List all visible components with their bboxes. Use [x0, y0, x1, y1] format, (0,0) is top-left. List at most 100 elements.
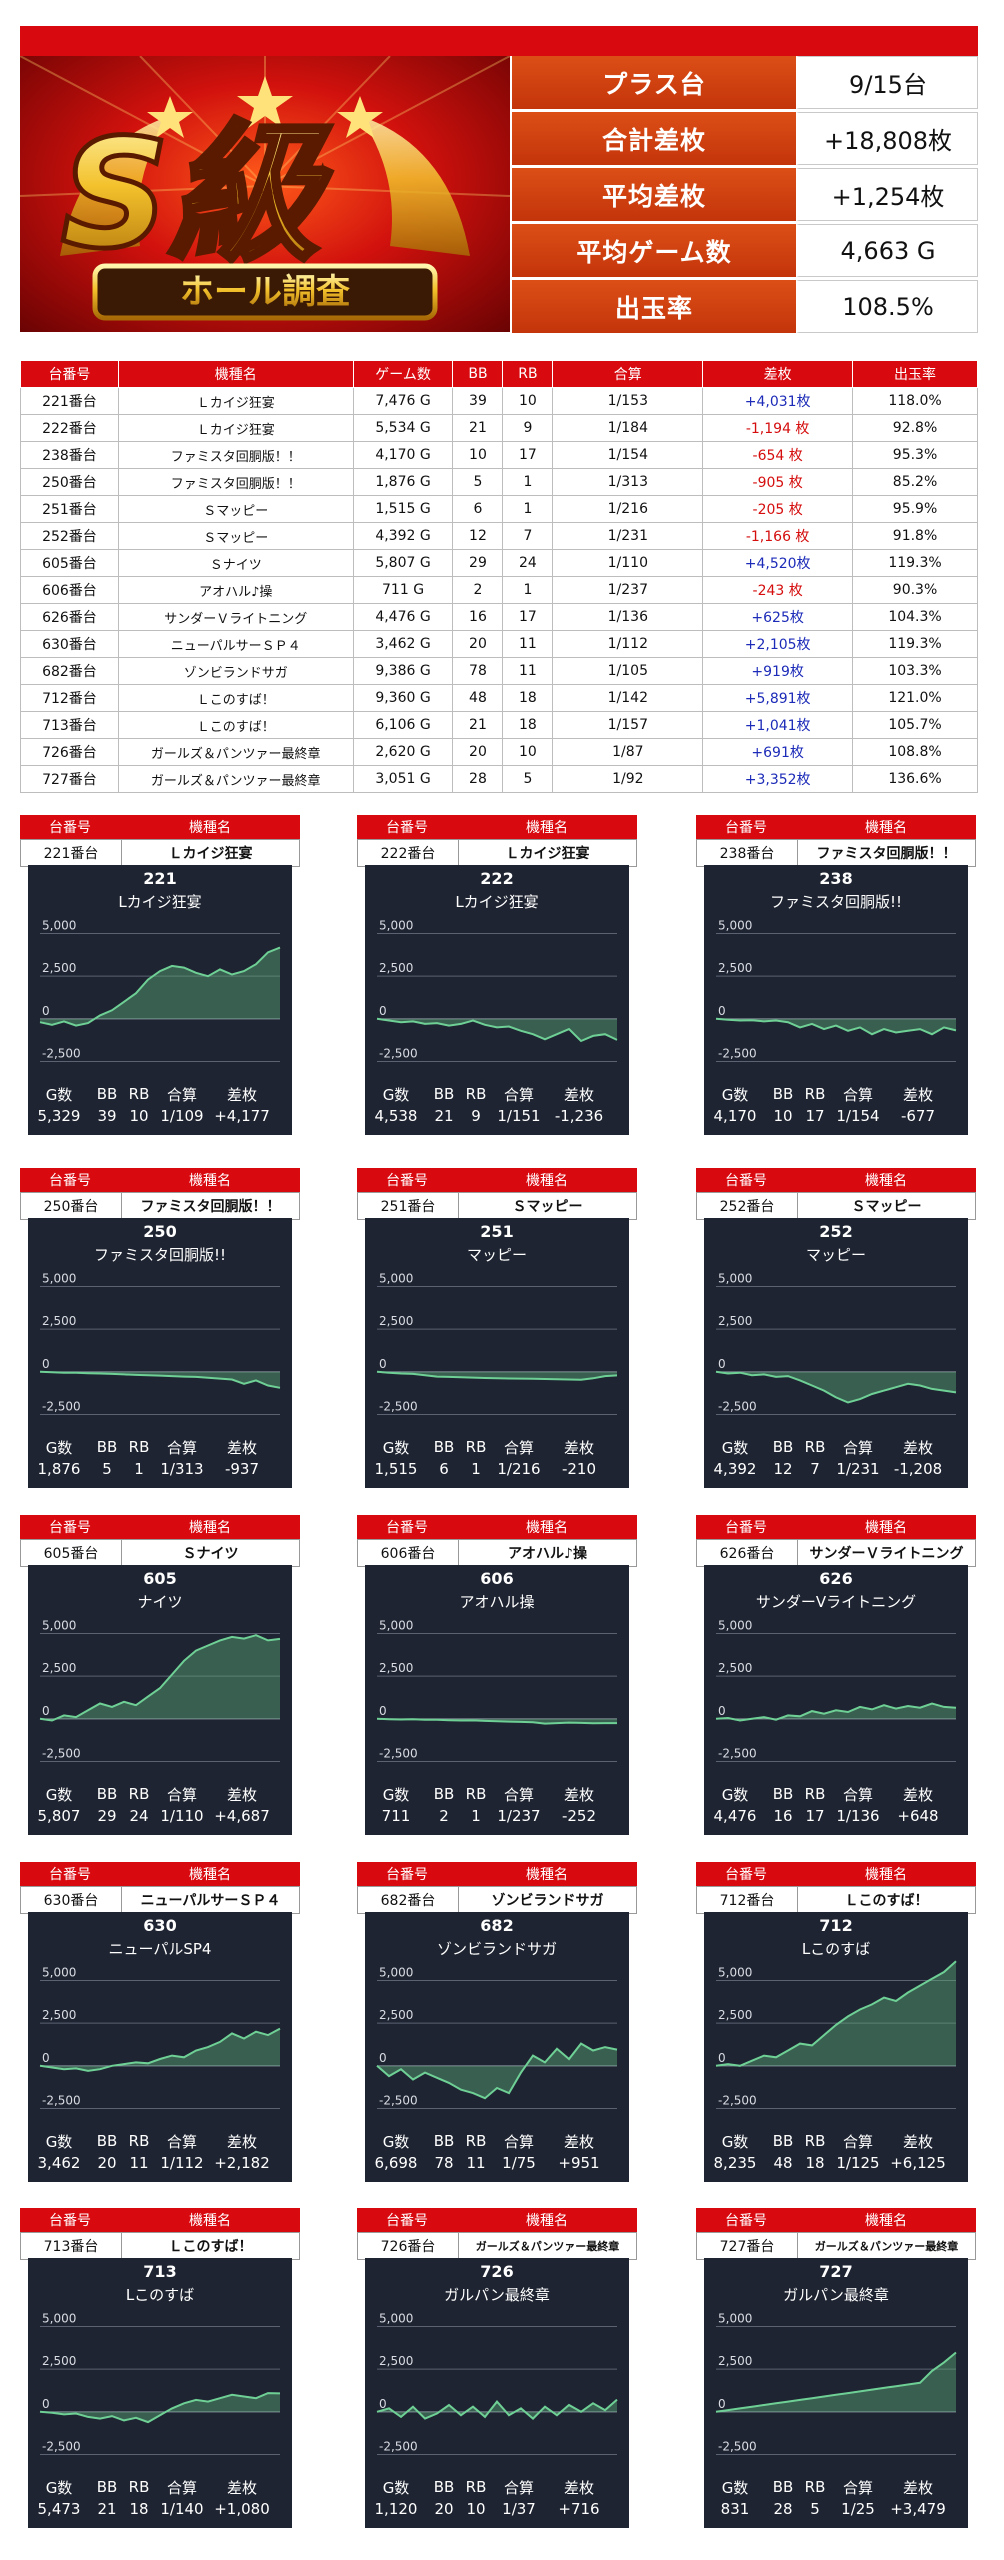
table-row: 713番台 Ｌこのすば！ 6,106 G 21 18 1/157 +1,041枚 105.7% [20, 711, 978, 739]
card-model-label: 機種名 [865, 1173, 907, 1189]
stats-label-row: G数 BB RB 合算 差枚 [28, 2130, 292, 2152]
stats-value-row: 5,473 21 18 1/140 +1,080 [28, 2498, 292, 2520]
stat-label: 差枚 [902, 1785, 933, 1804]
series-line [39, 2392, 281, 2424]
y-tick-label: 2,500 [379, 961, 413, 975]
table-cell: 712番台 [20, 684, 119, 712]
machine-chart-card: 台番号 機種名 712番台 Ｌこのすば！ 5,000 2,500 0 -2,500 712 Lこの… [696, 1862, 976, 2182]
table-cell: 104.3% [852, 603, 978, 631]
chart-svg: 5,000 2,500 0 -2,500 [376, 919, 618, 1062]
table-cell: 10 [502, 738, 554, 766]
stat-value: +951 [558, 2154, 600, 2172]
stat-label: 合算 [503, 1438, 534, 1457]
y-tick-label: -2,500 [718, 1046, 757, 1060]
stat-value: 1/125 [836, 2154, 880, 2172]
y-tick-label: -2,500 [379, 2093, 418, 2107]
stat-label: G数 [382, 1085, 410, 1104]
card-info-row: 712番台 Ｌこのすば！ [696, 1886, 976, 1914]
series-area [377, 2043, 617, 2099]
table-cell: Ｓマッピー [117, 522, 354, 550]
column-header: BB [452, 360, 504, 388]
table-cell: アオハル♪操 [117, 576, 354, 604]
stat-label: 差枚 [902, 1085, 933, 1104]
stat-label: 差枚 [902, 2478, 933, 2497]
card-header: 台番号 機種名 [357, 1515, 637, 1539]
stat-value: +2,182 [214, 2154, 270, 2172]
stat-value: 1/313 [160, 1460, 204, 1478]
table-cell: 95.3% [852, 441, 978, 469]
stats-value-row: 5,329 39 10 1/109 +4,177 [28, 1105, 292, 1127]
table-cell: 4,392 G [352, 522, 454, 550]
y-tick-label: 0 [42, 1004, 50, 1018]
card-header: 台番号 機種名 [696, 1168, 976, 1192]
stat-value: 711 [381, 1807, 411, 1825]
chart-stats: G数 BB RB 合算 差枚 1,876 5 1 1/313 -937 [28, 1436, 292, 1480]
stat-label: RB [128, 1785, 150, 1803]
chart-title-number: 252 [819, 1222, 853, 1241]
stat-value: 4,170 [713, 1107, 757, 1125]
stat-label: BB [772, 2132, 794, 2150]
column-header: 機種名 [117, 360, 354, 388]
table-cell: 1/237 [552, 576, 704, 604]
series-area [716, 1018, 956, 1035]
card-unit-number: 630番台 [43, 1893, 99, 1909]
card-header: 台番号 機種名 [20, 815, 300, 839]
table-row: 626番台 サンダーＶライトニング 4,476 G 16 17 1/136 +625枚 104… [20, 603, 978, 631]
summary-row: プラス台 9/15台 [512, 56, 978, 112]
card-model-label: 機種名 [189, 1867, 231, 1883]
y-tick-label: -2,500 [42, 2093, 81, 2107]
table-cell: +4,031枚 [702, 387, 854, 415]
stats-label-row: G数 BB RB 合算 差枚 [704, 2130, 968, 2152]
table-cell: 626番台 [20, 603, 119, 631]
chart-title-number: 221 [143, 869, 177, 888]
table-cell: +1,041枚 [702, 711, 854, 739]
table-row: 606番台 アオハル♪操 711 G 2 1 1/237 -243 枚 90.3% [20, 576, 978, 604]
table-cell: 726番台 [20, 738, 119, 766]
chart-panel: 5,000 2,500 0 -2,500 713 Lこのすば G数 BB RB 合算 差枚 5,473… [28, 2258, 292, 2528]
stat-value: +716 [558, 2500, 600, 2518]
chart-svg: 5,000 2,500 0 -2,500 [715, 1619, 957, 1762]
y-tick-label: 5,000 [379, 1966, 413, 1980]
summary-label: 平均ゲーム数 [512, 224, 796, 277]
chart-stats: G数 BB RB 合算 差枚 5,473 21 18 1/140 +1,080 [28, 2476, 292, 2520]
stat-value: 21 [97, 2500, 117, 2518]
stat-value: 1/75 [502, 2154, 536, 2172]
stat-label: 合算 [166, 2132, 197, 2151]
y-tick-label: -2,500 [379, 2439, 418, 2453]
y-tick-label: 0 [42, 2397, 50, 2411]
stat-value: -677 [900, 1107, 936, 1125]
chart-title-number: 630 [143, 1916, 177, 1935]
y-tick-label: 0 [379, 1704, 387, 1718]
table-cell: 1/153 [552, 387, 704, 415]
chart-svg: 5,000 2,500 0 -2,500 [376, 1619, 617, 1762]
card-model-label: 機種名 [865, 1867, 907, 1883]
s-class-banner: S級 ホール調査 [20, 56, 510, 332]
machine-chart-card: 台番号 機種名 606番台 アオハル♪操 5,000 2,500 0 -2,500 606 アオハ… [357, 1515, 637, 1835]
chart-stats: G数 BB RB 合算 差枚 5,329 39 10 1/109 +4,177 [28, 1083, 292, 1127]
stat-value: 1,876 [37, 1460, 81, 1478]
card-unit-number: 605番台 [43, 1546, 99, 1562]
card-model-label: 機種名 [865, 820, 907, 836]
stat-label: BB [772, 2478, 794, 2496]
table-cell: 11 [502, 630, 554, 658]
card-header: 台番号 機種名 [696, 1515, 976, 1539]
table-cell: 2 [452, 576, 504, 604]
stat-value: 1 [471, 1807, 481, 1825]
series-line [39, 1634, 281, 1722]
table-cell: 20 [452, 738, 504, 766]
stats-label-row: G数 BB RB 合算 差枚 [28, 2476, 292, 2498]
machine-chart-card: 台番号 機種名 605番台 Ｓナイツ 5,000 2,500 0 -2,500 605 ナイツ G数… [20, 1515, 300, 1835]
stat-value: 9 [471, 1107, 481, 1125]
series-area [40, 2028, 280, 2071]
series-area [716, 1703, 956, 1721]
table-cell: 119.3% [852, 549, 978, 577]
chart-panel: 5,000 2,500 0 -2,500 606 アオハル操 G数 BB RB 合算 差枚 711 2 1… [365, 1565, 629, 1835]
table-cell: 92.8% [852, 414, 978, 442]
stat-label: G数 [45, 1085, 73, 1104]
table-cell: 3,462 G [352, 630, 454, 658]
table-cell: 5,807 G [352, 549, 454, 577]
chart-title-number: 250 [143, 1222, 177, 1241]
machine-chart-card: 台番号 機種名 252番台 Ｓマッピー 5,000 2,500 0 -2,500 252 マッピー… [696, 1168, 976, 1488]
stat-value: 1/110 [160, 1807, 204, 1825]
stat-label: G数 [721, 2478, 749, 2497]
